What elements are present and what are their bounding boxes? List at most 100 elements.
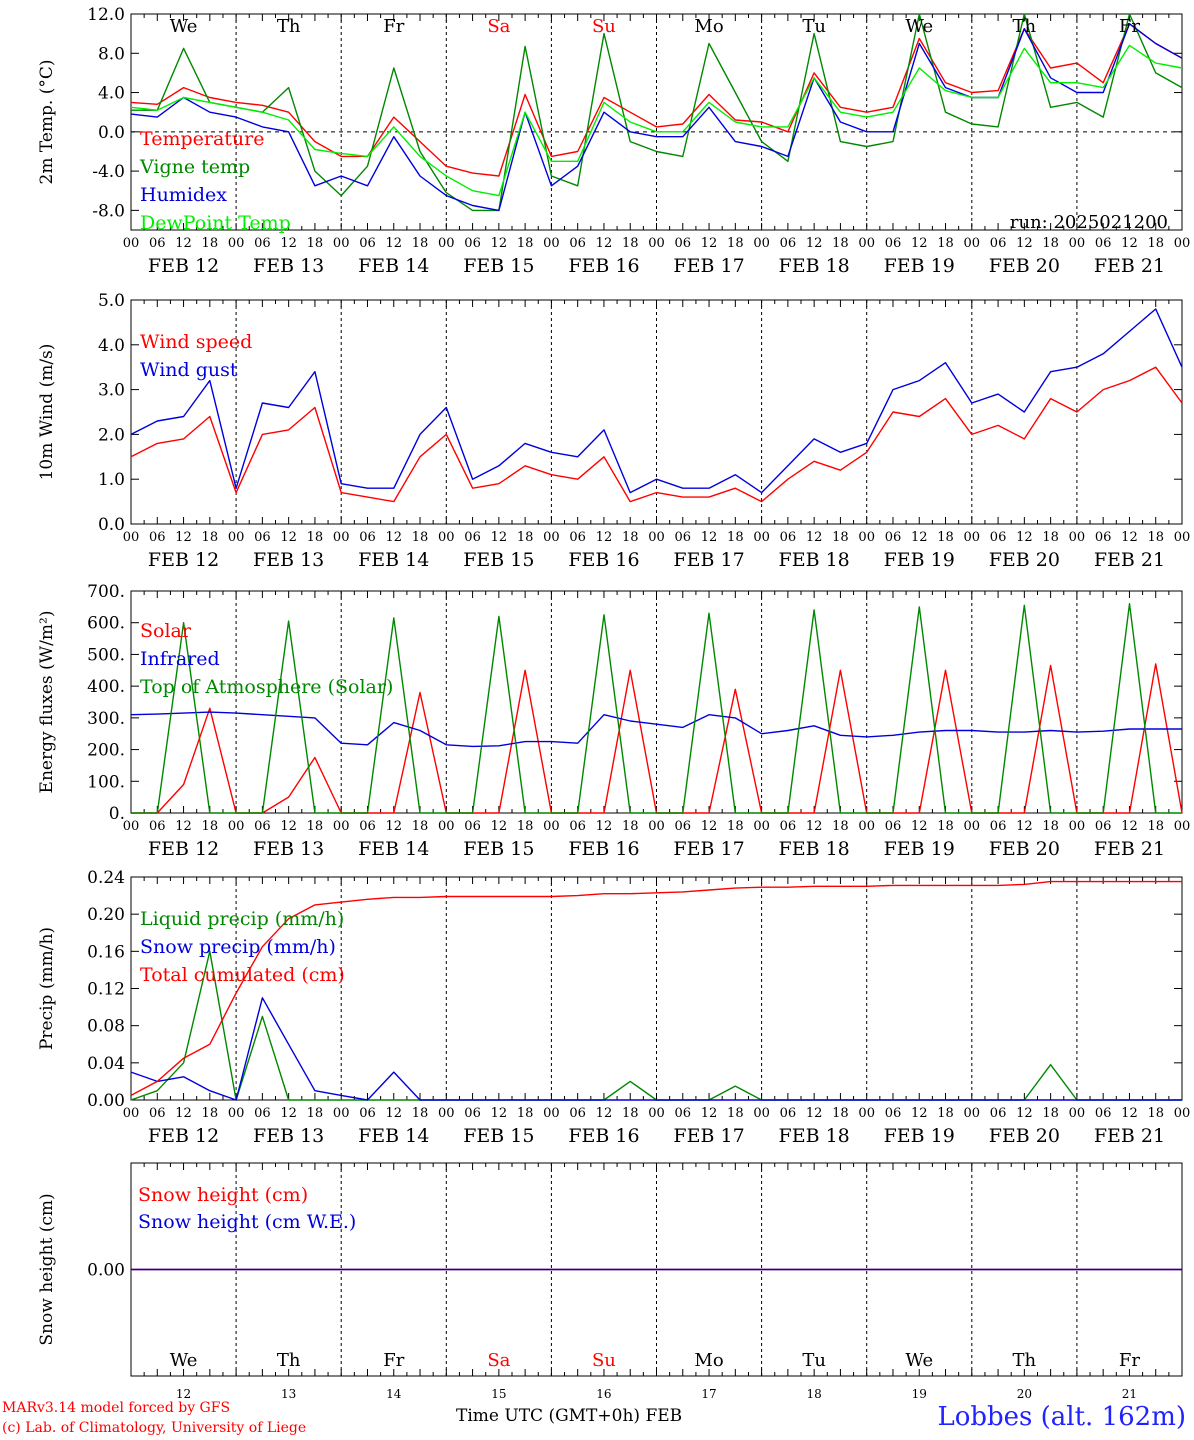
y-tick-label: 8.0 bbox=[98, 44, 125, 64]
x-tick-label: 00 bbox=[1069, 819, 1086, 834]
x-tick-label: 06 bbox=[149, 530, 166, 545]
y-axis-label: 2m Temp. (°C) bbox=[37, 59, 57, 184]
legend-entry: Wind speed bbox=[140, 331, 252, 353]
x-tick-label: 18 bbox=[937, 819, 954, 834]
x-tick-label: 12 bbox=[1016, 1106, 1033, 1121]
day-number-label: 19 bbox=[912, 1387, 927, 1401]
x-tick-label: 12 bbox=[1121, 236, 1138, 251]
y-tick-label: 0. bbox=[109, 804, 125, 824]
date-label: FEB 12 bbox=[148, 255, 219, 277]
x-tick-label: 12 bbox=[491, 819, 508, 834]
x-tick-label: 00 bbox=[543, 819, 560, 834]
date-label: FEB 15 bbox=[463, 255, 534, 277]
x-tick-label: 18 bbox=[517, 819, 534, 834]
y-tick-label: -8.0 bbox=[92, 201, 125, 221]
y-tick-label: 4.0 bbox=[98, 336, 125, 356]
x-tick-label: 00 bbox=[333, 1106, 350, 1121]
date-label: FEB 19 bbox=[884, 549, 955, 571]
x-tick-label: 18 bbox=[832, 819, 849, 834]
day-number-label: 14 bbox=[386, 1387, 402, 1401]
y-tick-label: 100. bbox=[87, 772, 125, 792]
x-tick-label: 12 bbox=[806, 1106, 823, 1121]
x-tick-label: 18 bbox=[1042, 530, 1059, 545]
x-tick-label: 12 bbox=[911, 236, 928, 251]
x-tick-label: 12 bbox=[280, 1106, 297, 1121]
day-number-label: 16 bbox=[596, 1387, 611, 1401]
x-tick-label: 00 bbox=[648, 1106, 665, 1121]
x-tick-label: 00 bbox=[333, 819, 350, 834]
x-tick-label: 06 bbox=[359, 819, 376, 834]
day-name-label: We bbox=[170, 16, 198, 37]
x-tick-label: 12 bbox=[491, 530, 508, 545]
legend-entry: Wind gust bbox=[140, 359, 238, 381]
x-tick-label: 06 bbox=[359, 530, 376, 545]
x-tick-label: 18 bbox=[1042, 819, 1059, 834]
date-label: FEB 14 bbox=[358, 1125, 429, 1147]
x-tick-label: 18 bbox=[832, 236, 849, 251]
legend-entry: Snow height (cm) bbox=[138, 1184, 308, 1206]
x-tick-label: 18 bbox=[412, 530, 429, 545]
x-tick-label: 06 bbox=[149, 236, 166, 251]
date-label: FEB 18 bbox=[779, 255, 850, 277]
x-tick-label: 06 bbox=[359, 236, 376, 251]
x-tick-label: 06 bbox=[990, 819, 1007, 834]
x-tick-label: 12 bbox=[385, 530, 402, 545]
x-tick-label: 06 bbox=[990, 236, 1007, 251]
day-name-label: Fr bbox=[1119, 16, 1140, 37]
date-label: FEB 20 bbox=[989, 255, 1060, 277]
y-tick-label: 0.00 bbox=[87, 1091, 125, 1111]
legend-entry: Humidex bbox=[140, 184, 227, 206]
date-label: FEB 18 bbox=[779, 549, 850, 571]
x-tick-label: 06 bbox=[1095, 819, 1112, 834]
y-tick-label: 0.00 bbox=[87, 1261, 125, 1281]
x-tick-label: 12 bbox=[385, 236, 402, 251]
x-tick-label: 18 bbox=[307, 1106, 324, 1121]
x-tick-label: 18 bbox=[622, 819, 639, 834]
day-name-label: Sa bbox=[487, 16, 510, 37]
x-tick-label: 00 bbox=[123, 819, 140, 834]
date-label: FEB 16 bbox=[568, 1125, 639, 1147]
x-tick-label: 00 bbox=[228, 530, 245, 545]
day-name-label: Mo bbox=[694, 16, 723, 37]
x-tick-label: 12 bbox=[1016, 819, 1033, 834]
x-tick-label: 00 bbox=[1174, 530, 1191, 545]
x-tick-label: 18 bbox=[307, 819, 324, 834]
x-tick-label: 18 bbox=[307, 530, 324, 545]
legend-entry: Solar bbox=[140, 620, 192, 642]
date-label: FEB 16 bbox=[568, 549, 639, 571]
x-tick-label: 06 bbox=[780, 530, 797, 545]
x-tick-label: 18 bbox=[622, 236, 639, 251]
x-tick-label: 00 bbox=[438, 236, 455, 251]
y-tick-label: 0.0 bbox=[98, 515, 125, 535]
day-number-label: 12 bbox=[176, 1387, 191, 1401]
x-tick-label: 00 bbox=[1069, 530, 1086, 545]
x-tick-label: 18 bbox=[1147, 236, 1164, 251]
date-label: FEB 17 bbox=[673, 549, 744, 571]
x-tick-label: 12 bbox=[175, 530, 192, 545]
y-tick-label: 400. bbox=[87, 677, 125, 697]
x-tick-label: 06 bbox=[885, 236, 902, 251]
x-tick-label: 18 bbox=[1042, 236, 1059, 251]
x-tick-label: 06 bbox=[780, 819, 797, 834]
y-tick-label: 700. bbox=[87, 582, 125, 602]
x-tick-label: 12 bbox=[806, 819, 823, 834]
x-tick-label: 00 bbox=[858, 819, 875, 834]
x-tick-label: 06 bbox=[675, 530, 692, 545]
x-tick-label: 00 bbox=[1174, 236, 1191, 251]
x-tick-label: 06 bbox=[780, 1106, 797, 1121]
x-tick-label: 12 bbox=[701, 1106, 718, 1121]
date-label: FEB 20 bbox=[989, 838, 1060, 860]
x-tick-label: 06 bbox=[1095, 1106, 1112, 1121]
x-tick-label: 18 bbox=[412, 819, 429, 834]
y-tick-label: 12.0 bbox=[87, 5, 125, 25]
x-tick-label: 00 bbox=[648, 819, 665, 834]
day-name-label: Su bbox=[592, 16, 616, 37]
series-line bbox=[130, 44, 1183, 197]
series-line bbox=[131, 13, 1183, 212]
x-tick-label: 00 bbox=[123, 236, 140, 251]
x-tick-label: 12 bbox=[596, 1106, 613, 1121]
x-tick-label: 06 bbox=[1095, 530, 1112, 545]
x-tick-label: 12 bbox=[596, 236, 613, 251]
x-tick-label: 18 bbox=[622, 1106, 639, 1121]
x-tick-label: 12 bbox=[701, 819, 718, 834]
